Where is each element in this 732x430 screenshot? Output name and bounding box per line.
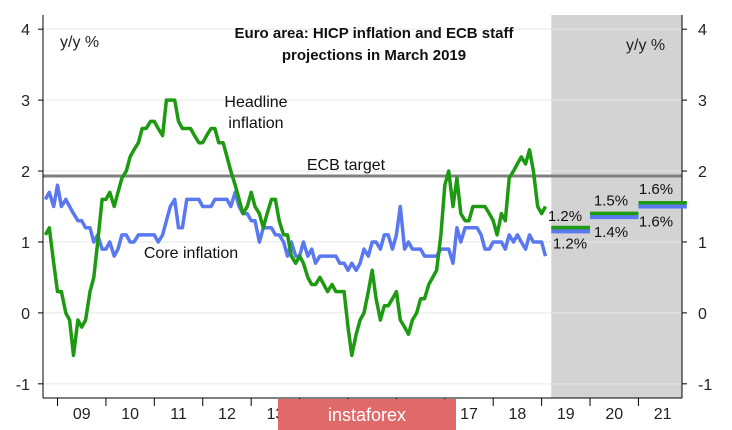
x-tick-label: 11 bbox=[170, 406, 187, 423]
headline-inflation-line bbox=[43, 98, 548, 358]
y-tick-label-left: 0 bbox=[21, 306, 30, 323]
headline-projection-label: 1.6% bbox=[639, 181, 673, 198]
headline-projection-label: 1.2% bbox=[548, 208, 582, 225]
core-inflation-label: Core inflation bbox=[144, 245, 238, 262]
y-tick-label-right: 3 bbox=[698, 93, 707, 110]
headline-projection-label: 1.5% bbox=[594, 193, 628, 210]
watermark-text: instaforex bbox=[328, 405, 406, 425]
series-lines bbox=[43, 98, 548, 358]
core-projection-label: 1.4% bbox=[594, 224, 628, 241]
x-tick-label: 18 bbox=[509, 406, 527, 423]
x-tick-label: 10 bbox=[121, 406, 139, 423]
x-tick-label: 19 bbox=[557, 406, 575, 423]
core-inflation-line bbox=[43, 183, 548, 273]
projection-segments: 1.2% 1.5% 1.6% 1.2% 1.4% 1.6% bbox=[548, 181, 687, 252]
y-tick-label-right: 2 bbox=[698, 164, 707, 181]
x-tick-label: 17 bbox=[460, 406, 478, 423]
grid-lines: -1 -1 0 0 1 1 2 2 3 3 4 4 bbox=[16, 22, 713, 394]
watermark-box bbox=[278, 399, 456, 430]
headline-label-line-1: Headline bbox=[224, 94, 287, 111]
y-tick-label-right: 1 bbox=[698, 235, 707, 252]
chart-title-line-2: projections in March 2019 bbox=[282, 47, 466, 64]
ecb-target-label: ECB target bbox=[307, 157, 386, 174]
y-tick-label-left: -1 bbox=[16, 377, 30, 394]
y-tick-label-left: 3 bbox=[21, 93, 30, 110]
core-projection-label: 1.2% bbox=[553, 235, 587, 252]
ylabel-right: y/y % bbox=[626, 37, 665, 54]
y-tick-label-left: 4 bbox=[21, 22, 30, 39]
x-tick-label: 20 bbox=[605, 406, 623, 423]
y-tick-label-left: 1 bbox=[21, 235, 30, 252]
y-tick-label-left: 2 bbox=[21, 164, 30, 181]
chart-title-line-1: Euro area: HICP inflation and ECB staff bbox=[235, 25, 515, 42]
core-projection-label: 1.6% bbox=[639, 214, 673, 231]
y-tick-label-right: 0 bbox=[698, 306, 707, 323]
x-tick-label: 12 bbox=[218, 406, 236, 423]
headline-label-line-2: inflation bbox=[228, 115, 283, 132]
y-tick-label-right: 4 bbox=[698, 22, 707, 39]
x-tick-label: 21 bbox=[654, 406, 672, 423]
y-tick-label-right: -1 bbox=[698, 377, 712, 394]
x-tick-label: 09 bbox=[73, 406, 91, 423]
ylabel-left: y/y % bbox=[60, 34, 99, 51]
